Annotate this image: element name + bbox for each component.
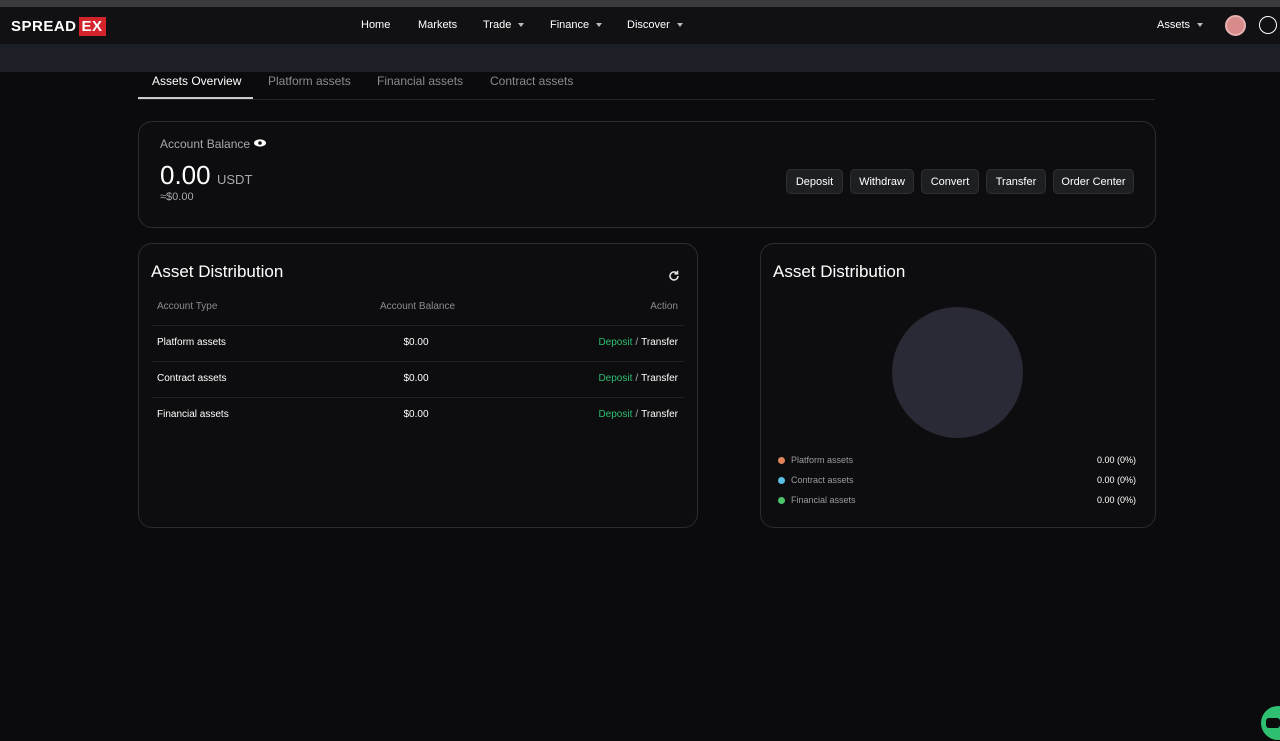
logo[interactable]: SPREAD EX (11, 17, 106, 36)
balance-approx: ≈$0.00 (160, 191, 194, 203)
nav-item[interactable]: Discover (627, 19, 683, 31)
card-title: Asset Distribution (773, 262, 906, 281)
button[interactable]: Deposit (786, 169, 843, 194)
tab[interactable]: Contract assets (490, 74, 574, 88)
window-strip (0, 0, 1280, 7)
card-title: Asset Distribution (151, 262, 284, 281)
legend-dot (778, 497, 785, 504)
avatar[interactable] (1225, 15, 1246, 36)
tab[interactable]: Assets Overview (152, 74, 242, 88)
account-type: Platform assets (157, 337, 226, 348)
nav-bar (0, 7, 1280, 44)
balance-amount: 0.00 (160, 160, 211, 190)
caret (596, 23, 603, 27)
legend-dot (778, 457, 785, 464)
legend-label: Platform assets (791, 455, 854, 465)
transfer-link[interactable]: Transfer (641, 409, 678, 420)
caret (1197, 23, 1204, 27)
transfer-link[interactable]: Transfer (641, 373, 678, 384)
legend-dot (778, 477, 785, 484)
button[interactable]: Transfer (986, 169, 1046, 194)
button[interactable]: Convert (921, 169, 979, 194)
account-balance: $0.00 (403, 409, 429, 420)
account-type: Contract assets (157, 373, 227, 384)
row-divider (152, 361, 684, 362)
table-header: Account Balance (380, 301, 456, 312)
row-actions: Deposit / Transfer (560, 337, 678, 348)
legend-label: Contract assets (791, 475, 854, 485)
table-header: Action (650, 301, 678, 312)
nav-label: Home (361, 19, 391, 31)
nav-item[interactable]: Finance (550, 19, 603, 31)
empty-pie (892, 307, 1023, 438)
nav-label: Assets (1157, 19, 1191, 31)
sub-bar (0, 44, 1280, 72)
nav-label: Trade (483, 19, 512, 31)
tab-underline (138, 97, 253, 99)
row-actions: Deposit / Transfer (560, 373, 678, 384)
separator: / (635, 337, 639, 348)
logo-text: SPREAD (11, 18, 77, 35)
refresh-icon[interactable] (668, 270, 680, 282)
account-balance: $0.00 (403, 373, 429, 384)
tab[interactable]: Platform assets (268, 74, 351, 88)
deposit-link[interactable]: Deposit (598, 373, 633, 384)
eye-icon[interactable] (253, 138, 267, 148)
separator: / (635, 409, 639, 420)
language-icon[interactable] (1259, 16, 1277, 34)
legend-value: 0.00 (0%) (1096, 475, 1136, 485)
legend-label: Financial assets (791, 495, 856, 505)
table-card (138, 243, 698, 528)
button[interactable]: Order Center (1053, 169, 1134, 194)
balance-currency: USDT (217, 172, 253, 187)
transfer-link[interactable]: Transfer (641, 337, 678, 348)
balance-label: Account Balance (160, 137, 251, 151)
row-actions: Deposit / Transfer (560, 409, 678, 420)
nav-label: Discover (627, 19, 670, 31)
caret (676, 23, 683, 27)
row-divider (152, 397, 684, 398)
logo-badge: EX (78, 17, 106, 36)
row-divider (152, 325, 684, 326)
account-balance: $0.00 (403, 337, 429, 348)
deposit-link[interactable]: Deposit (598, 337, 633, 348)
nav-label: Finance (550, 19, 590, 31)
chat-icon[interactable] (1258, 706, 1280, 741)
nav-label: Markets (418, 19, 458, 31)
account-type: Financial assets (157, 409, 229, 420)
divider (138, 99, 1155, 100)
nav-item[interactable]: Home (361, 19, 390, 31)
tab[interactable]: Financial assets (377, 74, 464, 88)
deposit-link[interactable]: Deposit (598, 409, 633, 420)
table-header: Account Type (157, 301, 218, 312)
separator: / (635, 373, 639, 384)
caret (518, 23, 525, 27)
legend-value: 0.00 (0%) (1096, 495, 1136, 505)
button[interactable]: Withdraw (850, 169, 914, 194)
legend-value: 0.00 (0%) (1096, 455, 1136, 465)
nav-item[interactable]: Markets (418, 19, 457, 31)
nav-item[interactable]: Trade (483, 19, 525, 31)
nav-item[interactable]: Assets (1157, 19, 1204, 31)
